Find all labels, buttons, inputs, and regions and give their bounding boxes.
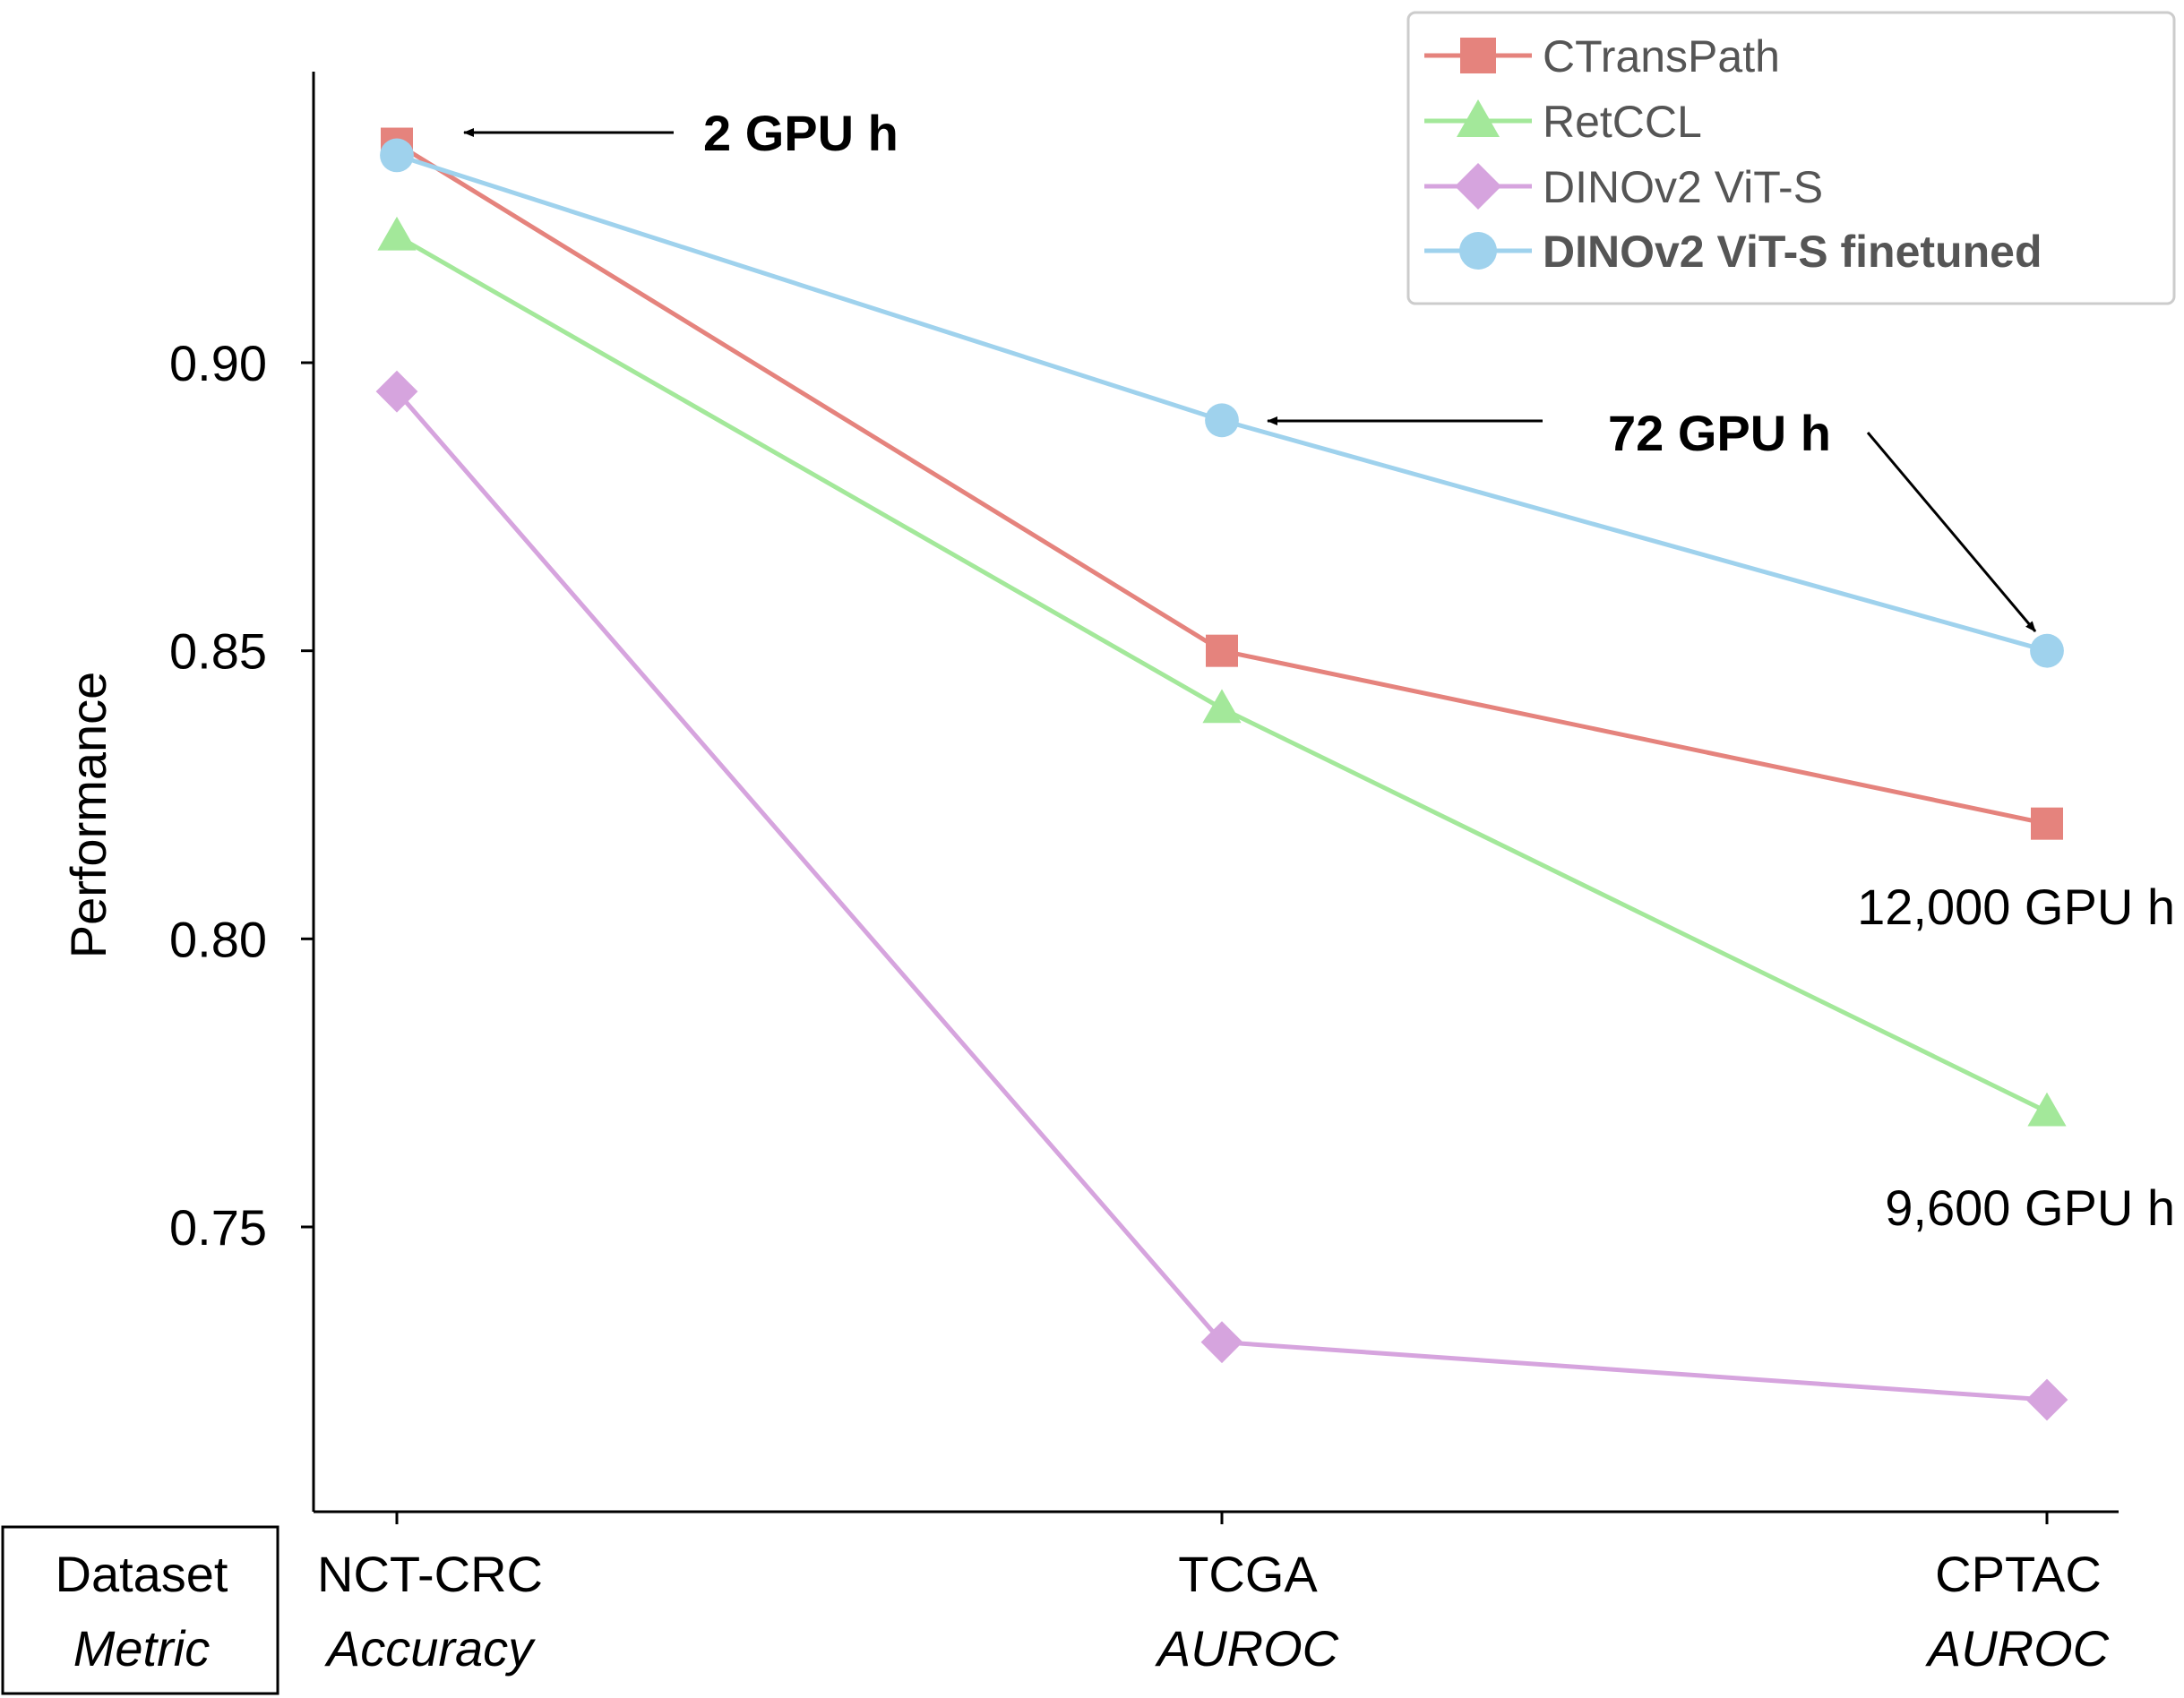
- row-header-dataset: Dataset: [56, 1546, 228, 1602]
- y-tick-label: 0.80: [169, 911, 267, 967]
- data-point-dinov2-vit-s-finetuned-cptac: [2030, 633, 2064, 668]
- annotation-2-gpu-h: 2 GPU h: [703, 105, 899, 161]
- data-point-retccl-tcga: [1202, 689, 1242, 724]
- row-header-box: [1, 1525, 279, 1695]
- data-point-dinov2-vit-s-finetuned-tcga: [1205, 403, 1239, 438]
- category-label-cptac: CPTAC: [1935, 1546, 2102, 1602]
- category-metric-cptac: AUROC: [1925, 1620, 2110, 1677]
- annotation-9600-gpu-h: 9,600 GPU h: [1885, 1179, 2175, 1236]
- data-point-retccl-nct-crc: [377, 216, 417, 251]
- row-header-metric: Metric: [73, 1620, 210, 1677]
- legend-box: [1406, 11, 2176, 305]
- category-label-nct-crc: NCT-CRC: [317, 1546, 543, 1602]
- data-point-dinov2-vit-s-tcga: [1200, 1321, 1243, 1364]
- series-line-dinov2-vit-s: [395, 390, 2048, 1402]
- y-tick-label: 0.90: [169, 335, 267, 391]
- category-metric-tcga: AUROC: [1155, 1620, 1339, 1677]
- data-point-retccl-cptac: [2027, 1092, 2067, 1127]
- annotation-12000-gpu-h: 12,000 GPU h: [1857, 879, 2175, 935]
- data-point-dinov2-vit-s-cptac: [2025, 1378, 2068, 1421]
- legend-marker-dinov2-vit-s: [1455, 163, 1501, 210]
- annotation-72-gpu-h: 72 GPU h: [1608, 405, 1831, 461]
- data-point-ctranspath-cptac: [2031, 807, 2063, 840]
- y-tick-label: 0.85: [169, 623, 267, 680]
- category-label-tcga: TCGA: [1178, 1546, 1318, 1602]
- legend: CTransPath RetCCL DINOv2 ViT-S DINOv2 ViT-S…: [1406, 11, 2176, 305]
- legend-label-ctranspath: CTransPath: [1543, 31, 1780, 81]
- data-point-dinov2-vit-s-finetuned-nct-crc: [380, 138, 414, 173]
- y-axis-label: Performance: [60, 672, 116, 959]
- category-metric-nct-crc: Accuracy: [324, 1620, 536, 1677]
- data-point-ctranspath-tcga: [1206, 634, 1238, 667]
- legend-label-dinov2-vit-s: DINOv2 ViT-S: [1543, 162, 1823, 212]
- legend-label-retccl: RetCCL: [1543, 97, 1702, 147]
- legend-marker-ctranspath: [1460, 38, 1496, 73]
- legend-marker-retccl: [1457, 99, 1500, 137]
- y-tick-label: 0.75: [169, 1199, 267, 1256]
- legend-marker-dinov2-vit-s-finetuned: [1459, 232, 1497, 270]
- data-point-dinov2-vit-s-nct-crc: [375, 370, 418, 413]
- arrow-72-gpu-cptac: [1866, 432, 2037, 632]
- legend-label-dinov2-vit-s-finetuned: DINOv2 ViT-S finetuned: [1543, 227, 2042, 277]
